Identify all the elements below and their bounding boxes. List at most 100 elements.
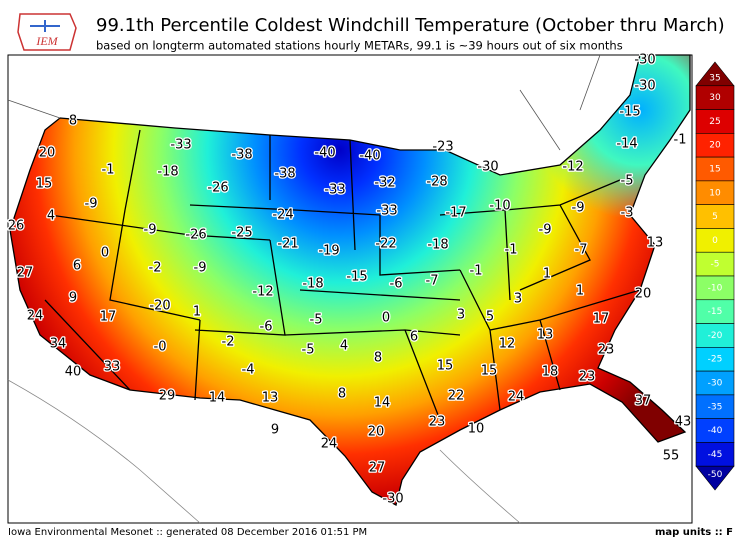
station-value: -14 [616,137,637,152]
station-value: 10 [468,422,485,437]
station-value: -20 [149,299,170,314]
station-value: 27 [17,266,34,281]
colorbar: 35 30 25 20 15 10 5 0 -5 -10 -15 -20 -25 -30 -35 -40 -45… [695,61,735,491]
station-value: 1 [576,284,584,299]
station-value: 13 [537,328,554,343]
station-value: -9 [572,201,585,216]
station-value: 15 [36,177,53,192]
colorbar-tick-label: 20 [709,141,721,151]
station-value: -9 [539,223,552,238]
station-value: 23 [598,343,615,358]
station-value: -33 [376,204,397,219]
colorbar-tick-label: 35 [709,74,720,84]
station-value: -18 [157,165,178,180]
station-value: 20 [635,287,652,302]
station-value: 24 [321,437,338,452]
logo: IEM [17,13,77,51]
station-value: 24 [27,309,44,324]
station-value: -33 [170,138,191,153]
station-value: 8 [374,351,382,366]
station-value: -0 [154,340,167,355]
station-value: -40 [314,146,335,161]
colorbar-tick-label: 30 [709,93,721,103]
station-value: 33 [104,360,121,375]
station-value: -22 [375,237,396,252]
footer-left: Iowa Environmental Mesonet :: generated … [8,527,367,538]
station-value: 40 [65,365,82,380]
station-value: 14 [374,396,391,411]
station-value: 0 [101,246,109,261]
station-value: -30 [634,53,655,68]
colorbar-tick-label: -45 [708,450,723,460]
station-value: 22 [448,389,465,404]
colorbar-tick-label: -20 [708,331,723,341]
station-value: -5 [302,343,315,358]
station-value: -23 [432,140,453,155]
station-value: 0 [382,311,390,326]
station-value: 43 [675,415,692,430]
station-value: -28 [426,175,447,190]
title: 99.1th Percentile Coldest Windchill Temp… [96,15,725,36]
colorbar-tick-label: 25 [709,117,720,127]
station-value: -15 [619,105,640,120]
station-value: -38 [274,167,295,182]
colorbar-tick-label: -5 [711,260,720,270]
station-value: 1 [543,267,551,282]
station-value: 8 [338,387,346,402]
station-value: -1 [102,163,115,178]
state-borders [7,54,691,524]
station-value: -2 [222,335,235,350]
station-value: 37 [635,394,652,409]
station-value: -12 [562,160,583,175]
station-value: 3 [514,292,522,307]
colorbar-tick-label: -15 [708,307,723,317]
station-value: 4 [340,339,348,354]
station-value: -30 [634,79,655,94]
station-value: -7 [426,274,439,289]
station-value: -12 [252,285,273,300]
station-value: 26 [8,219,25,234]
station-value: 18 [542,365,559,380]
station-value: -6 [390,277,403,292]
colorbar-tick-label: -50 [708,470,723,480]
station-value: -1 [505,243,518,258]
station-value: -5 [621,174,634,189]
station-value: 1 [193,305,201,320]
station-value: 17 [100,310,117,325]
station-value: -10 [489,199,510,214]
colorbar-tick-label: -40 [708,426,723,436]
footer-right: map units :: F [655,527,733,538]
colorbar-tick-label: 15 [709,165,720,175]
colorbar-tick-label: -25 [708,355,723,365]
station-value: 9 [271,423,279,438]
station-value: 34 [50,337,67,352]
station-value: -4 [242,363,255,378]
station-value: 20 [368,425,385,440]
station-value: -9 [144,223,157,238]
station-value: 6 [410,330,418,345]
station-value: -19 [318,244,339,259]
station-value: -26 [207,181,228,196]
station-value: -26 [185,228,206,243]
station-value: -7 [575,243,588,258]
station-value: 20 [39,146,56,161]
station-value: 9 [69,291,77,306]
station-value: 3 [457,308,465,323]
station-value: 27 [369,461,386,476]
station-value: -40 [359,149,380,164]
colorbar-tick-label: -10 [708,283,723,293]
colorbar-tick-label: 5 [712,212,718,222]
station-value: -1 [470,264,483,279]
station-value: 17 [593,312,610,327]
station-value: -6 [260,320,273,335]
station-value: 13 [262,391,279,406]
station-value: -24 [272,208,293,223]
station-value: -5 [310,313,323,328]
station-value: -21 [277,237,298,252]
station-value: 6 [73,259,81,274]
station-value: -30 [477,160,498,175]
station-value: -15 [346,270,367,285]
station-value: 8 [69,114,77,129]
colorbar-tick-label: 0 [712,236,718,246]
